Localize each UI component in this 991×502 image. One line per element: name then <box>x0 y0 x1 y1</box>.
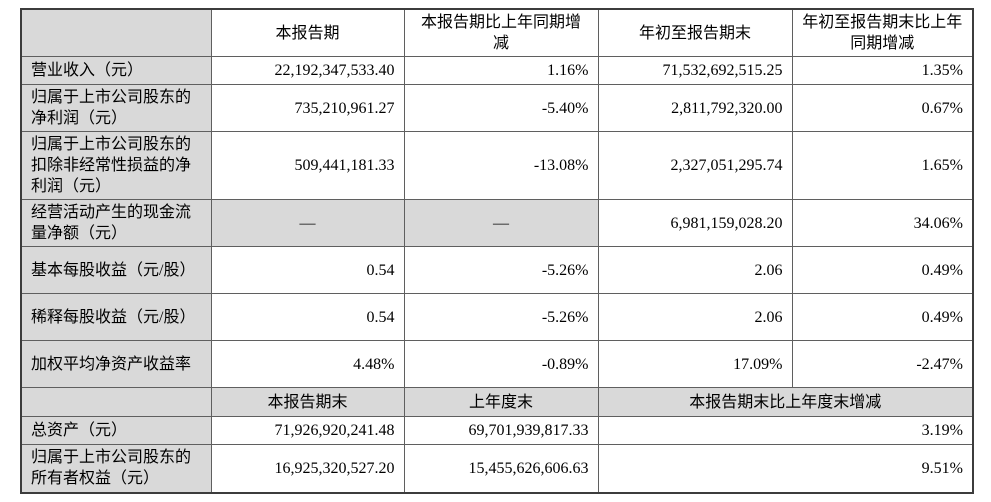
bottom-header-row: 本报告期末 上年度末 本报告期末比上年度末增减 <box>20 387 974 417</box>
metric-label: 经营活动产生的现金流量净额（元） <box>20 199 212 247</box>
cell-current-period-yoy: -0.89% <box>403 340 599 388</box>
cell-prev-year-end: 69,701,939,817.33 <box>403 416 599 445</box>
cell-ytd: 71,532,692,515.25 <box>597 56 793 85</box>
table-row-shareholders-equity: 归属于上市公司股东的所有者权益（元） 16,925,320,527.20 15,… <box>20 444 974 493</box>
cell-current-period: 509,441,181.33 <box>210 131 405 200</box>
cell-ytd-yoy: 1.35% <box>791 56 974 85</box>
cell-prev-year-end: 15,455,626,606.63 <box>403 444 599 493</box>
cell-ytd-yoy: 0.67% <box>791 84 974 132</box>
top-header-row: 本报告期 本报告期比上年同期增减 年初至报告期末 年初至报告期末比上年同期增减 <box>20 8 974 57</box>
cell-ytd-yoy: 0.49% <box>791 293 974 341</box>
header-current-period-yoy: 本报告期比上年同期增减 <box>403 8 599 57</box>
table-row-operating-revenue: 营业收入（元） 22,192,347,533.40 1.16% 71,532,6… <box>20 56 974 85</box>
metric-label: 营业收入（元） <box>20 56 212 85</box>
cell-period-end: 16,925,320,527.20 <box>210 444 405 493</box>
cell-ytd-yoy: 1.65% <box>791 131 974 200</box>
cell-change: 9.51% <box>597 444 974 493</box>
header-ytd: 年初至报告期末 <box>597 8 793 57</box>
metric-label: 加权平均净资产收益率 <box>20 340 212 388</box>
financial-summary-table: 本报告期 本报告期比上年同期增减 年初至报告期末 年初至报告期末比上年同期增减 … <box>20 8 974 494</box>
cell-current-period: 4.48% <box>210 340 405 388</box>
table-row-net-profit-excl-nonrecurring: 归属于上市公司股东的扣除非经常性损益的净利润（元） 509,441,181.33… <box>20 131 974 200</box>
cell-current-period: 22,192,347,533.40 <box>210 56 405 85</box>
cell-current-period: — <box>210 199 405 247</box>
header-current-period: 本报告期 <box>210 8 405 57</box>
corner-cell-empty <box>20 387 212 417</box>
header-period-end: 本报告期末 <box>210 387 405 417</box>
table-row-basic-eps: 基本每股收益（元/股） 0.54 -5.26% 2.06 0.49% <box>20 246 974 294</box>
cell-current-period: 0.54 <box>210 293 405 341</box>
metric-label: 基本每股收益（元/股） <box>20 246 212 294</box>
cell-change: 3.19% <box>597 416 974 445</box>
cell-current-period-yoy: -5.40% <box>403 84 599 132</box>
metric-label: 归属于上市公司股东的净利润（元） <box>20 84 212 132</box>
metric-label: 归属于上市公司股东的所有者权益（元） <box>20 444 212 493</box>
cell-ytd-yoy: 34.06% <box>791 199 974 247</box>
cell-ytd: 2.06 <box>597 293 793 341</box>
cell-ytd: 2,327,051,295.74 <box>597 131 793 200</box>
cell-current-period-yoy: -5.26% <box>403 293 599 341</box>
table-row-weighted-avg-roe: 加权平均净资产收益率 4.48% -0.89% 17.09% -2.47% <box>20 340 974 388</box>
header-period-end-change: 本报告期末比上年度末增减 <box>597 387 974 417</box>
cell-current-period: 735,210,961.27 <box>210 84 405 132</box>
metric-label: 稀释每股收益（元/股） <box>20 293 212 341</box>
cell-ytd-yoy: 0.49% <box>791 246 974 294</box>
table-row-net-profit: 归属于上市公司股东的净利润（元） 735,210,961.27 -5.40% 2… <box>20 84 974 132</box>
metric-label: 归属于上市公司股东的扣除非经常性损益的净利润（元） <box>20 131 212 200</box>
header-ytd-yoy: 年初至报告期末比上年同期增减 <box>791 8 974 57</box>
cell-ytd: 6,981,159,028.20 <box>597 199 793 247</box>
corner-cell-empty <box>20 8 212 57</box>
cell-ytd: 2,811,792,320.00 <box>597 84 793 132</box>
table-row-operating-cash-flow: 经营活动产生的现金流量净额（元） — — 6,981,159,028.20 34… <box>20 199 974 247</box>
cell-current-period-yoy: — <box>403 199 599 247</box>
table-row-diluted-eps: 稀释每股收益（元/股） 0.54 -5.26% 2.06 0.49% <box>20 293 974 341</box>
cell-period-end: 71,926,920,241.48 <box>210 416 405 445</box>
header-prev-year-end: 上年度末 <box>403 387 599 417</box>
cell-ytd-yoy: -2.47% <box>791 340 974 388</box>
table-row-total-assets: 总资产（元） 71,926,920,241.48 69,701,939,817.… <box>20 416 974 445</box>
cell-current-period-yoy: 1.16% <box>403 56 599 85</box>
cell-current-period: 0.54 <box>210 246 405 294</box>
metric-label: 总资产（元） <box>20 416 212 445</box>
cell-current-period-yoy: -5.26% <box>403 246 599 294</box>
cell-current-period-yoy: -13.08% <box>403 131 599 200</box>
cell-ytd: 17.09% <box>597 340 793 388</box>
cell-ytd: 2.06 <box>597 246 793 294</box>
